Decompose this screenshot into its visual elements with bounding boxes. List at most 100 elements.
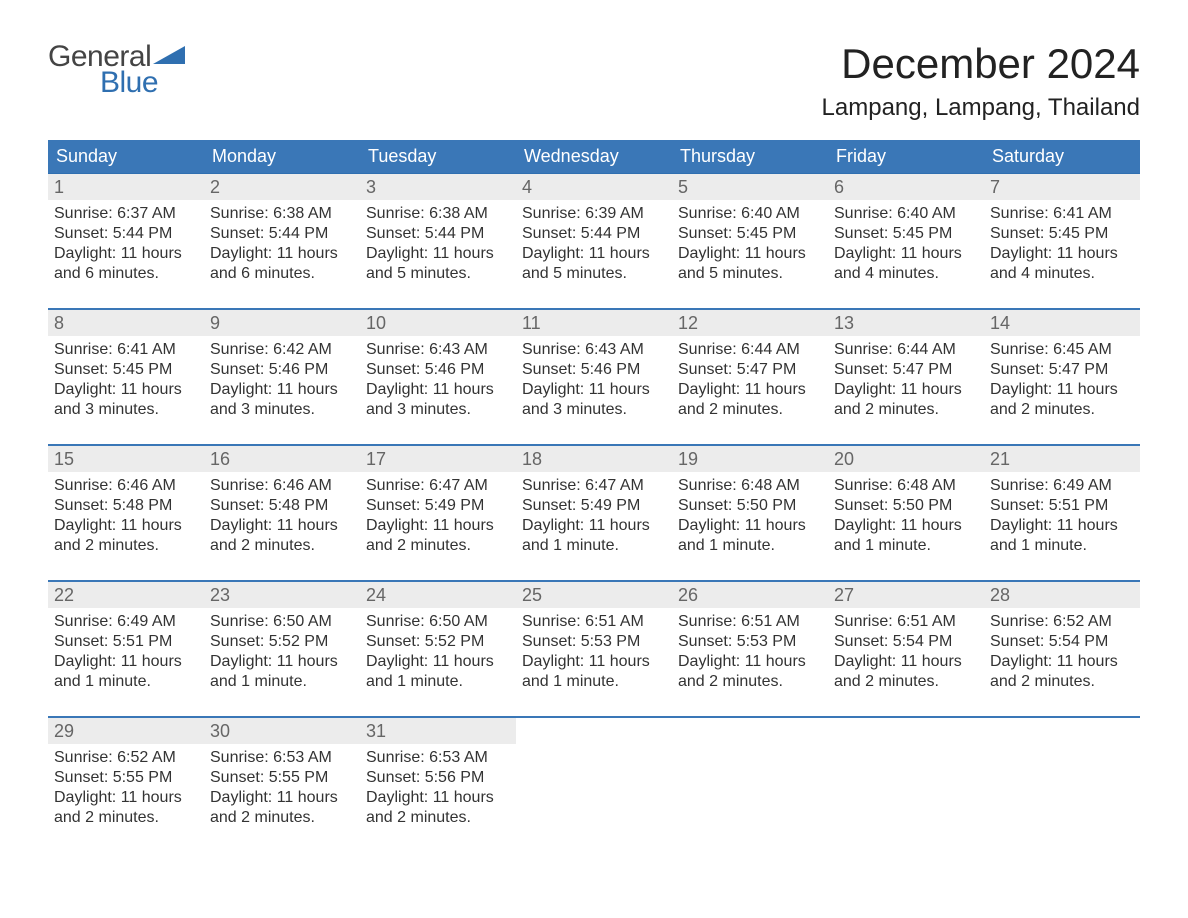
sunset-text: Sunset: 5:52 PM (210, 632, 354, 652)
daylight-text-2: and 2 minutes. (210, 808, 354, 828)
day-body-cell: Sunrise: 6:53 AMSunset: 5:56 PMDaylight:… (360, 744, 516, 834)
calendar-week: 15161718192021Sunrise: 6:46 AMSunset: 5:… (48, 444, 1140, 562)
day-number-cell: 21 (984, 446, 1140, 472)
calendar-week: 22232425262728Sunrise: 6:49 AMSunset: 5:… (48, 580, 1140, 698)
sunrise-text: Sunrise: 6:48 AM (678, 476, 822, 496)
day-body-cell: Sunrise: 6:43 AMSunset: 5:46 PMDaylight:… (516, 336, 672, 426)
day-body-row: Sunrise: 6:37 AMSunset: 5:44 PMDaylight:… (48, 200, 1140, 290)
sunrise-text: Sunrise: 6:53 AM (366, 748, 510, 768)
day-number-cell (516, 718, 672, 744)
day-body-cell: Sunrise: 6:49 AMSunset: 5:51 PMDaylight:… (984, 472, 1140, 562)
weekday-header-row: Sunday Monday Tuesday Wednesday Thursday… (48, 140, 1140, 174)
day-body-cell (984, 744, 1140, 834)
day-body-cell: Sunrise: 6:37 AMSunset: 5:44 PMDaylight:… (48, 200, 204, 290)
sunset-text: Sunset: 5:54 PM (834, 632, 978, 652)
sunset-text: Sunset: 5:45 PM (990, 224, 1134, 244)
sunset-text: Sunset: 5:45 PM (54, 360, 198, 380)
day-body-cell: Sunrise: 6:40 AMSunset: 5:45 PMDaylight:… (828, 200, 984, 290)
sunset-text: Sunset: 5:47 PM (834, 360, 978, 380)
daylight-text-1: Daylight: 11 hours (366, 788, 510, 808)
sunrise-text: Sunrise: 6:44 AM (678, 340, 822, 360)
sunrise-text: Sunrise: 6:53 AM (210, 748, 354, 768)
sunset-text: Sunset: 5:48 PM (54, 496, 198, 516)
day-number-cell: 3 (360, 174, 516, 200)
sunset-text: Sunset: 5:55 PM (54, 768, 198, 788)
day-number-cell: 5 (672, 174, 828, 200)
daylight-text-1: Daylight: 11 hours (834, 516, 978, 536)
day-body-cell: Sunrise: 6:38 AMSunset: 5:44 PMDaylight:… (204, 200, 360, 290)
day-number-cell (672, 718, 828, 744)
sunrise-text: Sunrise: 6:41 AM (54, 340, 198, 360)
day-body-row: Sunrise: 6:41 AMSunset: 5:45 PM Daylight:… (48, 336, 1140, 426)
sunset-text: Sunset: 5:47 PM (990, 360, 1134, 380)
sunset-text: Sunset: 5:50 PM (678, 496, 822, 516)
day-number-cell (828, 718, 984, 744)
day-number-cell: 18 (516, 446, 672, 472)
day-body-cell (672, 744, 828, 834)
day-number-cell: 13 (828, 310, 984, 336)
sunrise-text: Sunrise: 6:50 AM (366, 612, 510, 632)
daylight-text-2: and 5 minutes. (522, 264, 666, 284)
daylight-text-1: Daylight: 11 hours (210, 516, 354, 536)
sunset-text: Sunset: 5:55 PM (210, 768, 354, 788)
day-body-cell: Sunrise: 6:51 AMSunset: 5:54 PMDaylight:… (828, 608, 984, 698)
daylight-text-1: Daylight: 11 hours (54, 652, 198, 672)
day-body-cell: Sunrise: 6:46 AMSunset: 5:48 PMDaylight:… (204, 472, 360, 562)
sunset-text: Sunset: 5:47 PM (678, 360, 822, 380)
daylight-text-1: Daylight: 11 hours (678, 652, 822, 672)
sunset-text: Sunset: 5:46 PM (366, 360, 510, 380)
daylight-text-1: Daylight: 11 hours (834, 244, 978, 264)
day-number-cell: 31 (360, 718, 516, 744)
sunrise-text: Sunrise: 6:47 AM (522, 476, 666, 496)
day-number-row: 891011121314 (48, 310, 1140, 336)
day-number-cell: 2 (204, 174, 360, 200)
sunrise-text: Sunrise: 6:50 AM (210, 612, 354, 632)
day-body-cell: Sunrise: 6:39 AMSunset: 5:44 PMDaylight:… (516, 200, 672, 290)
day-body-cell (828, 744, 984, 834)
day-number-cell: 9 (204, 310, 360, 336)
day-number-cell: 7 (984, 174, 1140, 200)
day-number-cell: 16 (204, 446, 360, 472)
daylight-text-1: Daylight: 11 hours (678, 244, 822, 264)
daylight-text-1: Daylight: 11 hours (522, 380, 666, 400)
sunset-text: Sunset: 5:44 PM (54, 224, 198, 244)
daylight-text-1: Daylight: 11 hours (54, 788, 198, 808)
day-number-cell: 22 (48, 582, 204, 608)
sunrise-text: Sunrise: 6:45 AM (990, 340, 1134, 360)
daylight-text-2: and 4 minutes. (834, 264, 978, 284)
day-body-cell (516, 744, 672, 834)
daylight-text-1: Daylight: 11 hours (522, 516, 666, 536)
daylight-text-1: Daylight: 11 hours (990, 380, 1134, 400)
day-body-cell: Sunrise: 6:51 AMSunset: 5:53 PMDaylight:… (672, 608, 828, 698)
day-body-cell: Sunrise: 6:42 AMSunset: 5:46 PMDaylight:… (204, 336, 360, 426)
day-number-cell: 23 (204, 582, 360, 608)
day-number-cell: 10 (360, 310, 516, 336)
daylight-text-2: and 2 minutes. (678, 400, 822, 420)
day-number-cell: 30 (204, 718, 360, 744)
sunset-text: Sunset: 5:51 PM (54, 632, 198, 652)
daylight-text-2: and 5 minutes. (678, 264, 822, 284)
daylight-text-1: Daylight: 11 hours (834, 380, 978, 400)
sunset-text: Sunset: 5:45 PM (678, 224, 822, 244)
day-number-cell: 8 (48, 310, 204, 336)
sunrise-text: Sunrise: 6:51 AM (522, 612, 666, 632)
day-body-row: Sunrise: 6:49 AMSunset: 5:51 PMDaylight:… (48, 608, 1140, 698)
daylight-text-1: Daylight: 11 hours (990, 244, 1134, 264)
weekday-header: Sunday (48, 140, 204, 173)
day-body-cell: Sunrise: 6:44 AMSunset: 5:47 PMDaylight:… (828, 336, 984, 426)
day-number-cell: 19 (672, 446, 828, 472)
sunset-text: Sunset: 5:44 PM (522, 224, 666, 244)
sunrise-text: Sunrise: 6:47 AM (366, 476, 510, 496)
daylight-text-2: and 2 minutes. (678, 672, 822, 692)
daylight-text-2: and 2 minutes. (990, 400, 1134, 420)
sunrise-text: Sunrise: 6:46 AM (210, 476, 354, 496)
sunset-text: Sunset: 5:53 PM (678, 632, 822, 652)
sunset-text: Sunset: 5:49 PM (366, 496, 510, 516)
weekday-header: Friday (828, 140, 984, 173)
calendar-week: 1234567Sunrise: 6:37 AMSunset: 5:44 PMDa… (48, 174, 1140, 290)
day-number-row: 22232425262728 (48, 582, 1140, 608)
sunrise-text: Sunrise: 6:51 AM (678, 612, 822, 632)
daylight-text-1: Daylight: 11 hours (678, 516, 822, 536)
sunrise-text: Sunrise: 6:48 AM (834, 476, 978, 496)
daylight-text-1: Daylight: 11 hours (54, 244, 198, 264)
